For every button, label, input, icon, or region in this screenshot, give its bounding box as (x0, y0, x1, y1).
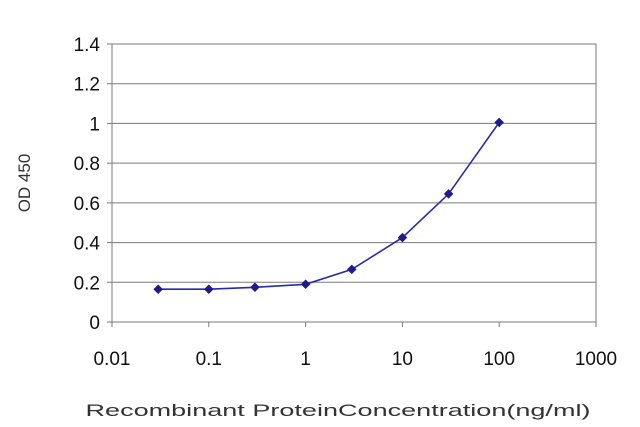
data-point-marker (250, 282, 260, 293)
y-tick-label: 0.4 (74, 234, 101, 255)
data-point-marker (204, 284, 214, 295)
data-point-marker (494, 117, 504, 128)
x-axis-title: Recombinant ProteinConcentration(ng/ml) (86, 401, 591, 420)
y-tick-label: 1.4 (74, 35, 101, 56)
data-point-marker (347, 264, 357, 275)
y-tick-labels: 0 0.2 0.4 0.6 0.8 1 1.2 1.4 (74, 35, 101, 334)
series-layer (153, 117, 504, 295)
plot-frame (111, 43, 597, 323)
x-tick-label: 0.01 (94, 349, 131, 370)
data-point-marker (153, 284, 163, 295)
y-tick-label: 1.2 (74, 75, 100, 96)
y-tick-label: 0 (89, 313, 100, 334)
series-line (158, 121, 500, 291)
x-axis-ticks (107, 43, 597, 327)
x-tick-label: 1 (300, 349, 311, 370)
data-point-marker (397, 232, 408, 243)
y-tick-label: 1 (89, 114, 100, 135)
y-tick-label: 0.8 (74, 154, 100, 175)
x-tick-labels: 0.01 0.1 1 10 100 1000 (94, 349, 618, 370)
y-tick-label: 0.2 (74, 273, 100, 294)
x-tick-label: 100 (483, 349, 515, 370)
x-tick-label: 1000 (575, 349, 617, 370)
x-tick-label: 0.1 (196, 349, 222, 370)
data-point-marker (300, 279, 311, 290)
data-point-marker (443, 189, 454, 199)
x-tick-label: 10 (392, 349, 413, 370)
y-tick-label: 0.6 (74, 194, 100, 215)
y-axis-title: OD 450 (15, 154, 34, 213)
grid-layer (112, 83, 596, 283)
